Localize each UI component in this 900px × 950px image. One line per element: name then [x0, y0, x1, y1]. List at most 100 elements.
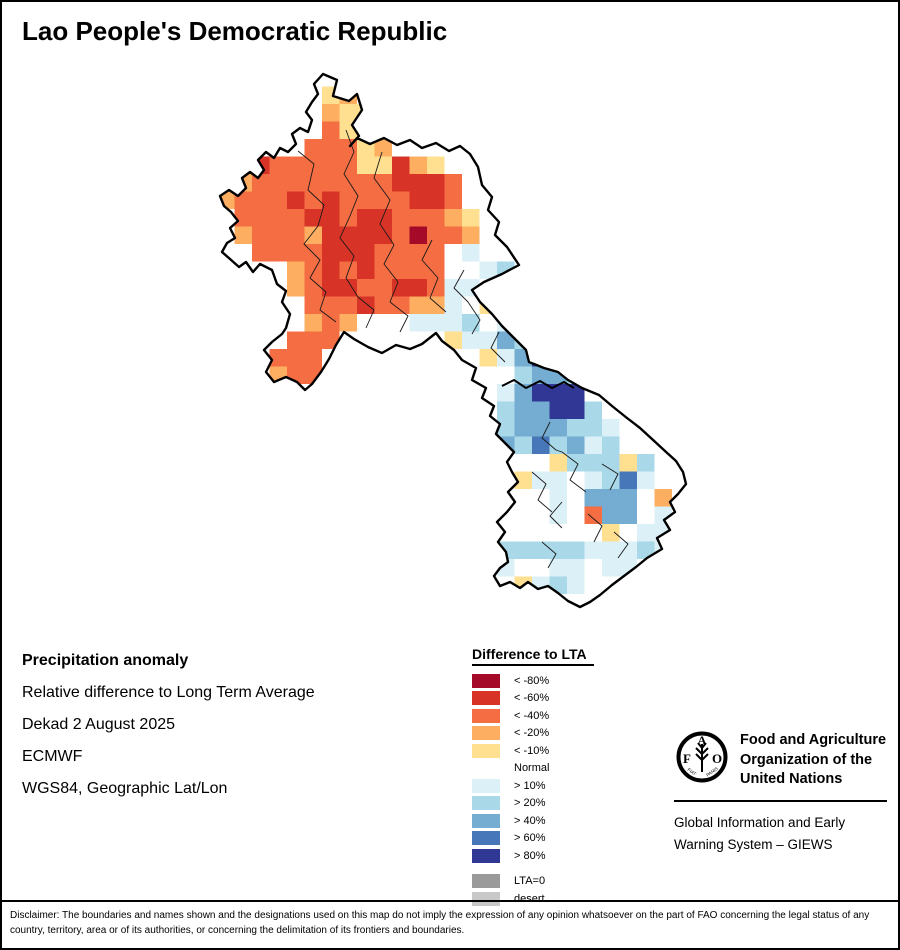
- info-heading: Precipitation anomaly: [22, 652, 189, 669]
- map-cell: [287, 331, 305, 349]
- map-cell: [304, 174, 322, 192]
- map-cell: [392, 296, 410, 314]
- map-cell: [584, 471, 602, 489]
- map-cell: [444, 174, 462, 192]
- map-cell: [287, 226, 305, 244]
- map-cell: [392, 209, 410, 227]
- legend-label: < -60%: [514, 692, 550, 705]
- fao-org-name: Food and Agriculture Organization of the…: [740, 731, 886, 790]
- map-cell: [304, 139, 322, 157]
- map-cell: [602, 436, 620, 454]
- map-cell: [637, 524, 655, 542]
- fao-letter-a: A: [698, 733, 707, 747]
- map-cell: [304, 261, 322, 279]
- legend-item: < -60%: [472, 690, 642, 708]
- map-cell: [374, 279, 392, 297]
- map-cell: [252, 244, 270, 262]
- map-cell: [637, 541, 655, 559]
- map-cell: [374, 226, 392, 244]
- map-cell: [584, 489, 602, 507]
- map-cell: [497, 419, 515, 437]
- map-cell: [514, 401, 532, 419]
- legend-swatch: [472, 891, 500, 906]
- legend-title: Difference to LTA: [472, 646, 594, 666]
- fao-motto-right: PANIS: [705, 766, 719, 778]
- legend-item: < -10%: [472, 742, 642, 760]
- map-cell: [374, 244, 392, 262]
- map-cell: [427, 314, 445, 332]
- map-cell: [252, 226, 270, 244]
- map-cell: [497, 349, 515, 367]
- map-cell: [357, 226, 375, 244]
- map-cell: [374, 261, 392, 279]
- legend-swatch: [472, 848, 500, 863]
- map-cell: [392, 244, 410, 262]
- map-cell: [602, 471, 620, 489]
- map-cell: [339, 314, 357, 332]
- map-cell: [339, 296, 357, 314]
- map-cell: [322, 139, 340, 157]
- map-cell: [532, 366, 550, 384]
- disclaimer-text: Disclaimer: The boundaries and names sho…: [2, 900, 898, 938]
- map-cell: [322, 226, 340, 244]
- map-cell: [497, 401, 515, 419]
- map-cell: [409, 296, 427, 314]
- map-cell: [637, 454, 655, 472]
- map-cell: [444, 191, 462, 209]
- map-cell: [357, 156, 375, 174]
- map-cell: [304, 209, 322, 227]
- map-cell: [427, 244, 445, 262]
- map-cell: [549, 436, 567, 454]
- map-cell: [392, 261, 410, 279]
- map-cell: [409, 226, 427, 244]
- legend-item: > 20%: [472, 795, 642, 813]
- map-cell: [532, 541, 550, 559]
- legend-label: < -10%: [514, 744, 550, 757]
- map-cell: [322, 314, 340, 332]
- map-cell: [567, 559, 585, 577]
- map-cell: [549, 559, 567, 577]
- map-cell: [567, 436, 585, 454]
- legend-swatch: [472, 831, 500, 846]
- map-cell: [322, 156, 340, 174]
- map-cell: [532, 401, 550, 419]
- legend-label: > 80%: [514, 849, 546, 862]
- map-cell: [619, 471, 637, 489]
- map-cell: [252, 191, 270, 209]
- map-cell: [287, 174, 305, 192]
- map-cell: [602, 524, 620, 542]
- map-cell: [304, 349, 322, 367]
- bold-internal-boundary: [501, 379, 575, 389]
- map-cell: [357, 261, 375, 279]
- legend-item: < -20%: [472, 725, 642, 743]
- map-cell: [549, 576, 567, 594]
- map-cell: [252, 174, 270, 192]
- map-cell: [619, 541, 637, 559]
- fao-logo-icon: F A O FIAT PANIS: [676, 731, 728, 783]
- map-cell: [584, 541, 602, 559]
- map-cell: [602, 489, 620, 507]
- map-cell: [269, 209, 287, 227]
- map-cell: [374, 209, 392, 227]
- map-cell: [444, 331, 462, 349]
- map-cell: [252, 209, 270, 227]
- map-cell: [339, 279, 357, 297]
- map-cell: [462, 209, 480, 227]
- map-cell: [322, 331, 340, 349]
- map-cell: [357, 191, 375, 209]
- map-cell: [287, 191, 305, 209]
- map-cell: [287, 156, 305, 174]
- map-cell: [602, 419, 620, 437]
- map-cell: [409, 191, 427, 209]
- legend-label: < -40%: [514, 709, 550, 722]
- map-cell: [234, 226, 252, 244]
- map-cell: [619, 454, 637, 472]
- map-cell: [409, 244, 427, 262]
- map-cell: [374, 296, 392, 314]
- map-cell: [602, 541, 620, 559]
- map-cell: [514, 349, 532, 367]
- fao-letter-o: O: [712, 751, 722, 766]
- map-cell: [514, 541, 532, 559]
- anomaly-cells: [220, 86, 672, 594]
